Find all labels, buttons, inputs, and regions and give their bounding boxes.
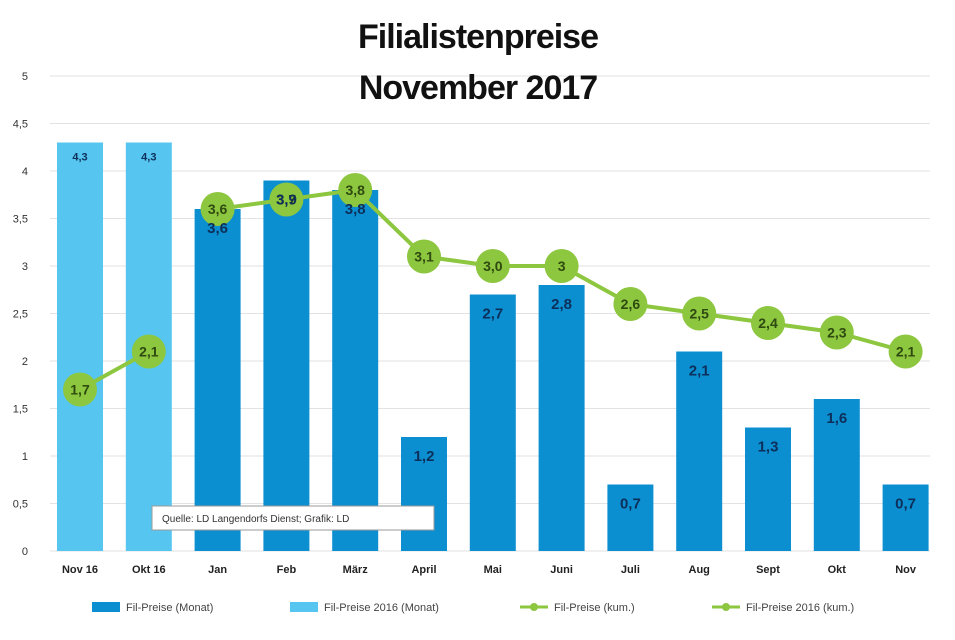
line-point bbox=[544, 249, 579, 283]
line-point bbox=[613, 287, 648, 321]
bar-data-label: 1,3 bbox=[758, 439, 779, 456]
legend: Fil-Preise (Monat) Fil-Preise 2016 (Monat… bbox=[92, 602, 854, 614]
x-axis: Nov 16 Okt 16 Jan Feb März April Mai Juni Juli Au… bbox=[62, 564, 917, 576]
bar bbox=[263, 180, 310, 551]
x-tick-label: Okt 16 bbox=[132, 564, 166, 576]
legend-entry: Fil-Preise (kum.) bbox=[554, 602, 635, 614]
bar bbox=[745, 427, 791, 551]
y-tick-label: 1 bbox=[22, 451, 28, 463]
bar-data-label: 2,8 bbox=[551, 296, 572, 313]
line-point bbox=[682, 296, 717, 331]
y-tick-label: 2 bbox=[22, 356, 28, 368]
line-data-label: 3 bbox=[558, 258, 566, 274]
legend-swatch bbox=[290, 602, 318, 612]
legend-entry: Fil-Preise 2016 (kum.) bbox=[746, 602, 854, 614]
x-tick-label: April bbox=[411, 564, 436, 576]
bar bbox=[194, 209, 241, 551]
bar bbox=[538, 285, 585, 551]
line-point bbox=[200, 192, 235, 226]
line-data-label: 3,8 bbox=[345, 182, 365, 198]
bar bbox=[57, 142, 103, 551]
bar-data-label: 4,3 bbox=[141, 152, 156, 164]
line-data-label: 3,0 bbox=[483, 258, 503, 274]
lines: 3,6 3,7 3,8 3,1 3,0 3 2,6 2,5 2,4 2,3 2,1 1,7 2,1 bbox=[63, 173, 923, 407]
x-tick-label: Jan bbox=[208, 564, 227, 576]
bar-data-label: 3,9 bbox=[276, 192, 297, 209]
line-data-label: 3,7 bbox=[277, 192, 297, 208]
line-data-label: 2,1 bbox=[896, 344, 916, 360]
line-data-label: 2,1 bbox=[139, 344, 159, 360]
line-data-label: 1,7 bbox=[70, 382, 90, 398]
x-tick-label: Mai bbox=[484, 564, 502, 576]
line-point bbox=[338, 173, 373, 207]
bar bbox=[332, 190, 379, 551]
x-tick-label: Juli bbox=[621, 564, 640, 576]
x-tick-label: Feb bbox=[277, 564, 297, 576]
line-point bbox=[819, 315, 854, 350]
x-tick-label: März bbox=[343, 564, 369, 576]
line-data-label: 2,5 bbox=[689, 306, 709, 322]
line-point bbox=[131, 334, 166, 369]
bar-data-label: 1,6 bbox=[826, 410, 847, 427]
bar bbox=[882, 484, 929, 551]
y-tick-label: 4,5 bbox=[13, 119, 28, 131]
line-data-label: 3,1 bbox=[414, 249, 434, 265]
y-tick-label: 1,5 bbox=[13, 404, 28, 416]
y-tick-label: 5 bbox=[22, 71, 28, 83]
legend-marker bbox=[722, 603, 730, 611]
line-data-label: 2,3 bbox=[827, 325, 847, 341]
line-data-label: 2,6 bbox=[621, 296, 641, 312]
chart-title-line1: Filialistenpreise bbox=[358, 18, 598, 56]
bars bbox=[57, 142, 929, 551]
y-tick-label: 3,5 bbox=[13, 214, 28, 226]
bar-data-label: 0,7 bbox=[895, 496, 916, 513]
bar-data-label: 2,1 bbox=[689, 363, 710, 380]
y-tick-label: 0,5 bbox=[13, 499, 28, 511]
bar bbox=[813, 399, 860, 551]
line-point bbox=[63, 372, 97, 407]
line-point bbox=[751, 306, 785, 340]
bar bbox=[401, 437, 447, 551]
chart-title-line2: November 2017 bbox=[359, 69, 597, 107]
bar bbox=[676, 351, 723, 551]
x-tick-label: Nov bbox=[895, 564, 917, 576]
y-tick-label: 0 bbox=[22, 546, 28, 558]
y-axis: 0 0,5 1 1,5 2 2,5 3 3,5 4 4,5 5 bbox=[13, 71, 28, 558]
legend-swatch bbox=[92, 602, 120, 612]
x-tick-label: Sept bbox=[756, 564, 780, 576]
bar-data-label: 0,7 bbox=[620, 496, 641, 513]
y-tick-label: 4 bbox=[22, 166, 28, 178]
legend-entry: Fil-Preise 2016 (Monat) bbox=[324, 602, 439, 614]
line-data-label: 3,6 bbox=[208, 201, 228, 217]
legend-entry: Fil-Preise (Monat) bbox=[126, 602, 213, 614]
x-tick-label: Nov 16 bbox=[62, 564, 98, 576]
source-note: Quelle: LD Langendorfs Dienst; Grafik: L… bbox=[151, 505, 435, 531]
data-labels: 3,6 3,9 3,8 1,2 2,7 2,8 0,7 2,1 1,3 1,6 0,7 4,3 4,3 bbox=[72, 152, 916, 513]
line-data-label: 2,4 bbox=[758, 315, 778, 331]
line-point bbox=[888, 334, 923, 369]
y-tick-label: 2,5 bbox=[13, 309, 28, 321]
bar-data-label: 3,8 bbox=[345, 201, 366, 218]
x-tick-label: Okt bbox=[828, 564, 847, 576]
y-tick-label: 3 bbox=[22, 261, 28, 273]
x-tick-label: Aug bbox=[689, 564, 710, 576]
bar-data-label: 3,6 bbox=[207, 220, 228, 237]
bar-data-label: 1,2 bbox=[414, 448, 435, 465]
x-tick-label: Juni bbox=[550, 564, 573, 576]
source-note-text: Quelle: LD Langendorfs Dienst; Grafik: L… bbox=[162, 514, 349, 525]
bar-data-label: 2,7 bbox=[482, 306, 503, 323]
line-point bbox=[407, 239, 441, 274]
bar bbox=[469, 294, 516, 551]
bar bbox=[607, 484, 654, 551]
line-point bbox=[475, 249, 510, 283]
bar-data-label: 4,3 bbox=[72, 152, 87, 164]
legend-marker bbox=[530, 603, 538, 611]
line-point bbox=[269, 182, 304, 217]
